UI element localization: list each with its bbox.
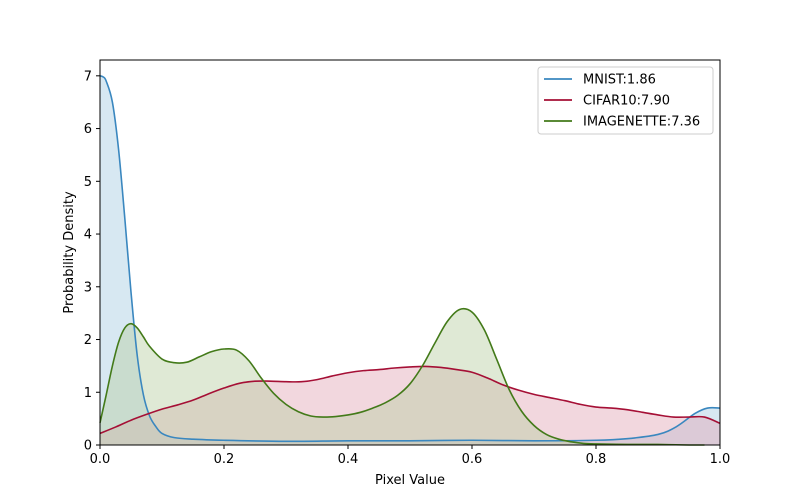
x-tick-label: 0.4 (338, 452, 359, 467)
y-tick-label: 0 (84, 439, 92, 454)
y-tick-label: 7 (84, 69, 92, 84)
x-tick-label: 1.0 (710, 452, 731, 467)
legend-label: CIFAR10:7.90 (583, 94, 670, 109)
legend-label: MNIST:1.86 (583, 73, 656, 88)
x-axis: 0.0 0.2 0.4 0.6 0.8 1.0 (90, 445, 731, 467)
x-axis-label: Pixel Value (375, 473, 445, 488)
legend-label: IMAGENETTE:7.36 (583, 115, 700, 130)
series-fills (100, 75, 720, 445)
x-tick-label: 0.2 (214, 452, 235, 467)
y-tick-label: 4 (84, 228, 92, 243)
y-axis: 0 1 2 3 4 5 6 7 (84, 69, 100, 454)
x-tick-label: 0.8 (586, 452, 607, 467)
y-tick-label: 2 (84, 333, 92, 348)
y-tick-label: 5 (84, 175, 92, 190)
legend-box (537, 66, 714, 135)
series-line-2 (99, 365, 721, 435)
y-tick-label: 6 (84, 122, 92, 137)
series-line-3 (99, 307, 705, 446)
y-tick-label: 1 (84, 386, 92, 401)
series-lines (99, 75, 721, 446)
series-area-2 (100, 366, 720, 445)
y-axis-label: Probability Density (62, 191, 77, 314)
series-area-3 (100, 308, 705, 445)
plot-frame (99, 59, 721, 446)
x-tick-label: 0.6 (462, 452, 483, 467)
y-tick-label: 3 (84, 280, 92, 295)
legend: MNIST:1.86 CIFAR10:7.90 IMAGENETTE:7.36 (537, 66, 714, 135)
series-line-1 (99, 75, 721, 443)
x-tick-label: 0.0 (90, 452, 111, 467)
